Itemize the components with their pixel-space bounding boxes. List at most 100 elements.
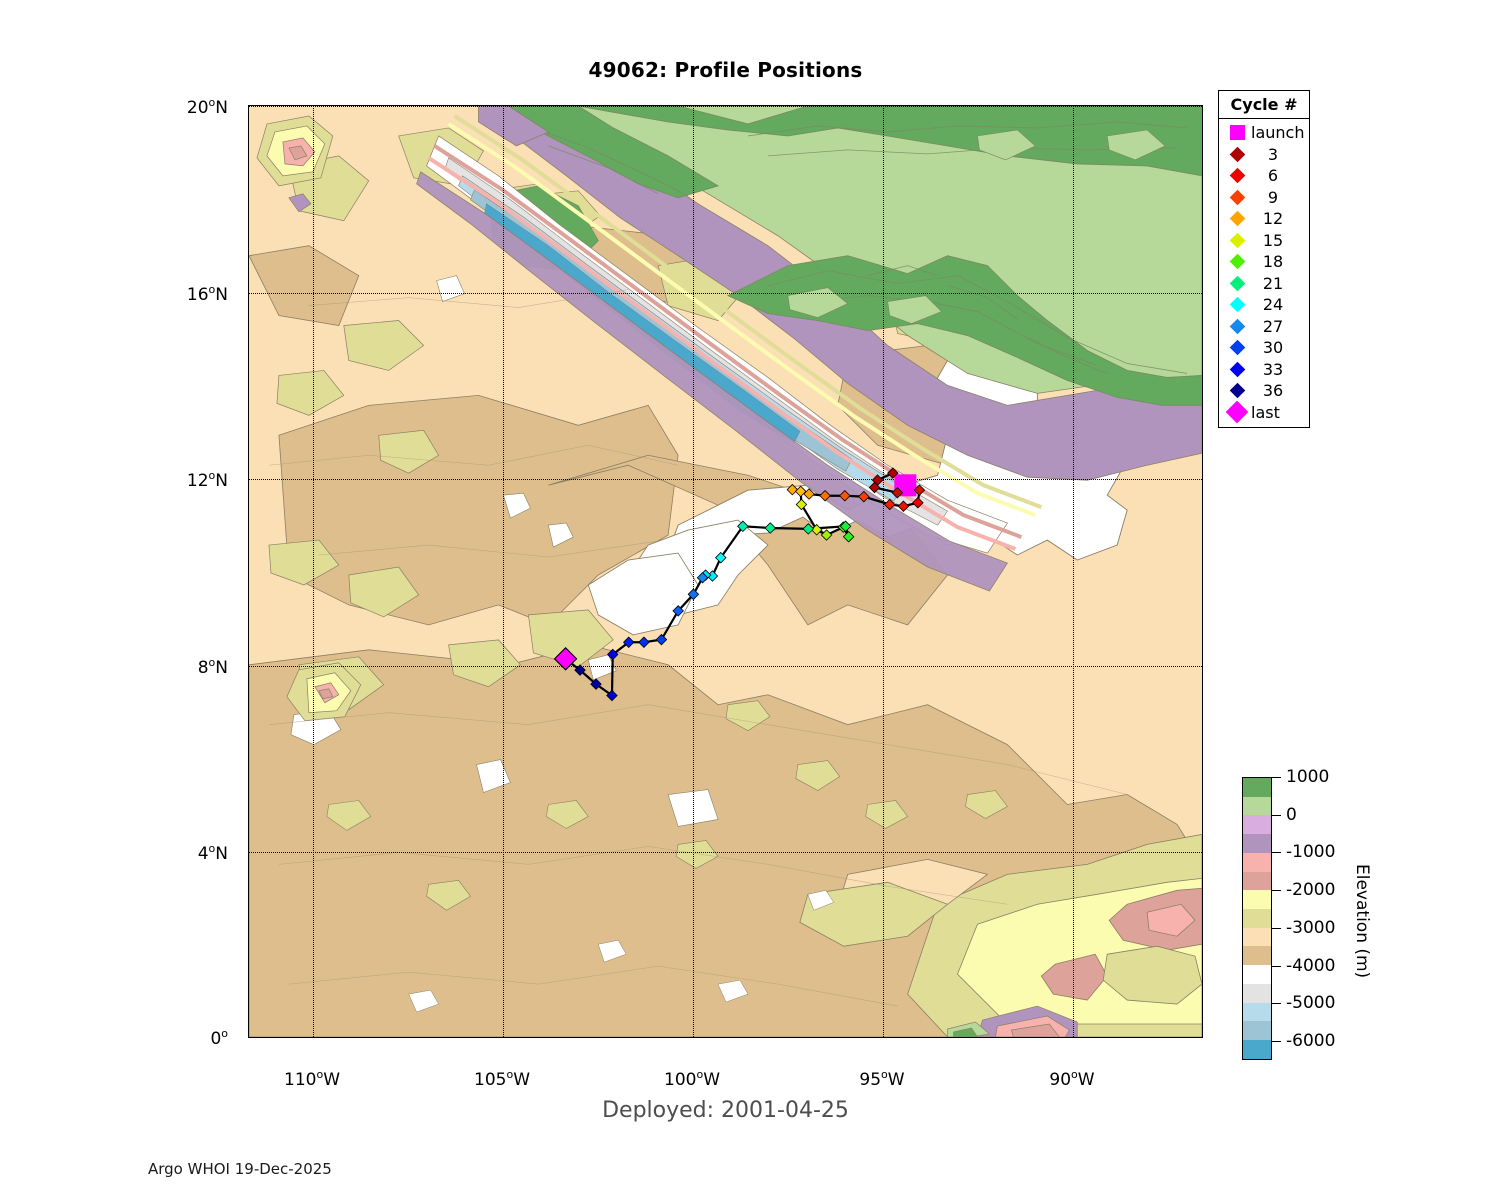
profile-point-17 xyxy=(820,529,833,541)
legend-label-12: 12 xyxy=(1262,209,1284,229)
colorbar-label--5000: -5000 xyxy=(1286,993,1336,1014)
marker-shape xyxy=(1229,318,1245,335)
profile-point-4 xyxy=(891,486,904,499)
profile-point-6 xyxy=(912,496,924,509)
marker-shape xyxy=(1229,361,1245,378)
legend-row-30: 30 xyxy=(1219,337,1309,359)
profile-point-5 xyxy=(913,484,926,496)
colorbar-band-7 xyxy=(1243,909,1271,928)
profile-point-10 xyxy=(839,490,851,502)
profile-point-23 xyxy=(737,520,749,533)
legend-row-12: 12 xyxy=(1219,208,1309,230)
profile-point-12 xyxy=(803,488,815,500)
legend-label-15: 15 xyxy=(1262,230,1284,250)
marker-shape xyxy=(1229,253,1245,270)
legend-row-21: 21 xyxy=(1219,273,1309,295)
legend-marker-24 xyxy=(1224,296,1250,313)
legend-title: Cycle # xyxy=(1219,91,1309,119)
bathymetry-map xyxy=(249,106,1202,1037)
profile-point-13 xyxy=(786,483,799,496)
marker-shape xyxy=(1229,146,1245,163)
colorbar-band-12 xyxy=(1243,1002,1271,1022)
legend-label-36: 36 xyxy=(1262,381,1284,401)
colorbar-band-11 xyxy=(1243,983,1271,1003)
legend-row-15: 15 xyxy=(1219,230,1309,252)
xtick-label-95: 95oW xyxy=(859,1068,905,1090)
marker-shape xyxy=(1229,382,1245,399)
legend-marker-6 xyxy=(1224,167,1250,184)
colorbar-band-2 xyxy=(1243,815,1271,835)
legend-marker-21 xyxy=(1224,275,1250,292)
colorbar-band-5 xyxy=(1243,871,1271,891)
legend-marker-9 xyxy=(1224,189,1250,206)
profile-point-15 xyxy=(795,498,808,511)
marker-shape xyxy=(1229,275,1245,292)
legend-marker-33 xyxy=(1224,361,1250,378)
ytick-label-16: 16oN xyxy=(186,283,228,305)
legend-label-18: 18 xyxy=(1262,252,1284,272)
page-title: 49062: Profile Positions xyxy=(588,58,863,82)
legend-marker-last xyxy=(1224,400,1250,424)
legend-marker-12 xyxy=(1224,210,1250,227)
legend-label-9: 9 xyxy=(1267,187,1279,207)
legend-marker-launch xyxy=(1224,125,1250,141)
colorbar-band-3 xyxy=(1243,834,1271,853)
colorbar-band-4 xyxy=(1243,852,1271,872)
profile-point-22 xyxy=(764,522,777,534)
legend-row-6: 6 xyxy=(1219,165,1309,187)
colorbar-band-0 xyxy=(1243,778,1271,797)
legend-marker-15 xyxy=(1224,232,1250,249)
marker-shape xyxy=(1225,400,1249,424)
legend-label-last: last xyxy=(1251,402,1280,422)
colorbar-label--4000: -4000 xyxy=(1286,955,1336,976)
profile-point-19 xyxy=(842,530,855,543)
colorbar-tick--3000 xyxy=(1272,927,1281,929)
colorbar-tick--4000 xyxy=(1272,965,1281,967)
legend-row-27: 27 xyxy=(1219,316,1309,338)
profile-point-36 xyxy=(574,664,586,676)
profile-point-29 xyxy=(672,605,684,617)
colorbar-band-14 xyxy=(1243,1040,1271,1059)
xtick-label-110: 110oW xyxy=(284,1068,340,1090)
profile-point-27 xyxy=(696,571,709,584)
colorbar-axis-label: Elevation (m) xyxy=(1352,864,1372,979)
colorbar-band-10 xyxy=(1243,965,1271,984)
profile-point-33 xyxy=(606,648,619,661)
legend-label-3: 3 xyxy=(1267,144,1279,164)
profile-point-21 xyxy=(802,523,815,535)
colorbar-label--1000: -1000 xyxy=(1286,842,1336,863)
profile-point-9 xyxy=(858,490,870,503)
profile-point-7 xyxy=(897,500,910,512)
xtick-label-100: 100oW xyxy=(664,1068,720,1090)
legend-marker-36 xyxy=(1224,382,1250,399)
colorbar-label-1000: 1000 xyxy=(1286,767,1330,787)
track-line xyxy=(564,471,921,698)
marker-shape xyxy=(1229,296,1245,313)
marker-shape xyxy=(1229,125,1245,141)
ytick-label-0: 0o xyxy=(210,1027,228,1049)
profile-point-34 xyxy=(606,689,618,702)
colorbar-band-1 xyxy=(1243,796,1271,816)
legend-row-9: 9 xyxy=(1219,187,1309,209)
legend-label-33: 33 xyxy=(1262,359,1284,379)
colorbar-tick-1000 xyxy=(1272,777,1281,778)
xtick-label-90: 90oW xyxy=(1049,1068,1095,1090)
profile-point-28 xyxy=(687,588,700,601)
marker-shape xyxy=(1229,167,1245,184)
legend-label-21: 21 xyxy=(1262,273,1284,293)
legend-row-last: last xyxy=(1219,400,1309,424)
colorbar-tick--6000 xyxy=(1272,1041,1281,1043)
legend-marker-18 xyxy=(1224,253,1250,270)
elevation-colorbar xyxy=(1242,777,1272,1060)
legend-marker-27 xyxy=(1224,318,1250,335)
legend-row-18: 18 xyxy=(1219,251,1309,273)
colorbar-band-8 xyxy=(1243,927,1271,947)
legend-marker-3 xyxy=(1224,146,1250,163)
legend-label-6: 6 xyxy=(1267,166,1279,186)
footer-credit: Argo WHOI 19-Dec-2025 xyxy=(148,1160,332,1178)
legend-label-27: 27 xyxy=(1262,316,1284,336)
map-plot-area xyxy=(248,105,1203,1038)
cycle-legend: Cycle # launch 3 6 9 12 15 18 21 24 27 30 33 36 last xyxy=(1218,90,1310,428)
colorbar-band-13 xyxy=(1243,1021,1271,1041)
legend-row-launch: launch xyxy=(1219,122,1309,144)
